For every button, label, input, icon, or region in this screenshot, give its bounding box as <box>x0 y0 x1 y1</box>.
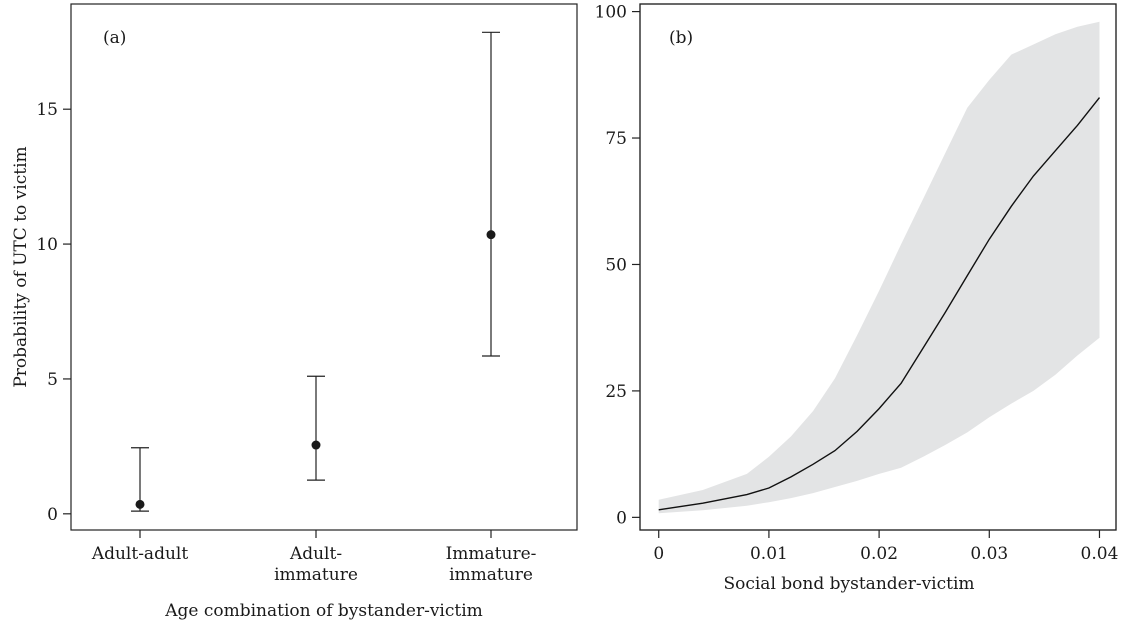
panel-a-label: (a) <box>103 28 126 48</box>
panel-a-xlabel: Age combination of bystander-victim <box>164 601 483 621</box>
panel-a-point <box>486 230 496 240</box>
panel-b-xtick-label: 0.03 <box>970 544 1008 564</box>
panel-a-frame <box>70 3 578 531</box>
panel-b-y-axis: 0 25 50 75 100 <box>595 3 640 528</box>
panel-a-xtick-label: Immature- <box>446 544 537 564</box>
panel-b-label: (b) <box>669 28 693 48</box>
panel-b-fitted-line <box>658 97 1101 511</box>
panel-a-x-axis: Adult-adult Adult-immatureImmature-immatu… <box>91 530 537 585</box>
panel-b-ytick-label: 0 <box>616 508 627 528</box>
panel-b-marks <box>658 21 1101 514</box>
panel-b-ytick-label: 100 <box>595 3 627 23</box>
panel-b: (b) 0 25 50 75 100 0 0.01 0.02 0.03 0.04 Social … <box>595 3 1119 594</box>
panel-a-xtick-label: Adult- <box>289 544 342 564</box>
panel-b-frame-overlay <box>639 3 1117 531</box>
panel-b-ytick-label: 50 <box>605 255 627 275</box>
panel-a-point <box>311 440 321 450</box>
panel-b-x-axis: 0 0.01 0.02 0.03 0.04 <box>653 530 1118 564</box>
panel-a-ytick-label: 10 <box>36 235 58 255</box>
panel-b-xlabel: Social bond bystander-victim <box>723 574 974 594</box>
panel-a-xtick-label: immature <box>449 565 533 585</box>
panel-a-ytick-label: 0 <box>47 505 58 525</box>
panel-a-y-axis: 0 5 10 15 <box>36 100 71 525</box>
panel-b-confidence-band <box>658 21 1100 514</box>
panel-b-ytick-label: 25 <box>605 382 627 402</box>
panel-b-xtick-label: 0.01 <box>750 544 788 564</box>
panel-a-marks <box>131 31 500 512</box>
panel-a-ytick-label: 5 <box>47 370 58 390</box>
panel-a-ytick-label: 15 <box>36 100 58 120</box>
panel-b-ytick-label: 75 <box>605 129 627 149</box>
panel-b-xtick-label: 0.04 <box>1081 544 1119 564</box>
panel-a-ylabel: Probability of UTC to victim <box>11 146 31 387</box>
panel-a-xtick-label: immature <box>274 565 358 585</box>
panel-b-xtick-label: 0 <box>653 544 664 564</box>
panel-a-xtick-label: Adult-adult <box>91 544 189 564</box>
panel-a-point <box>135 499 145 509</box>
panel-b-xtick-label: 0.02 <box>860 544 898 564</box>
